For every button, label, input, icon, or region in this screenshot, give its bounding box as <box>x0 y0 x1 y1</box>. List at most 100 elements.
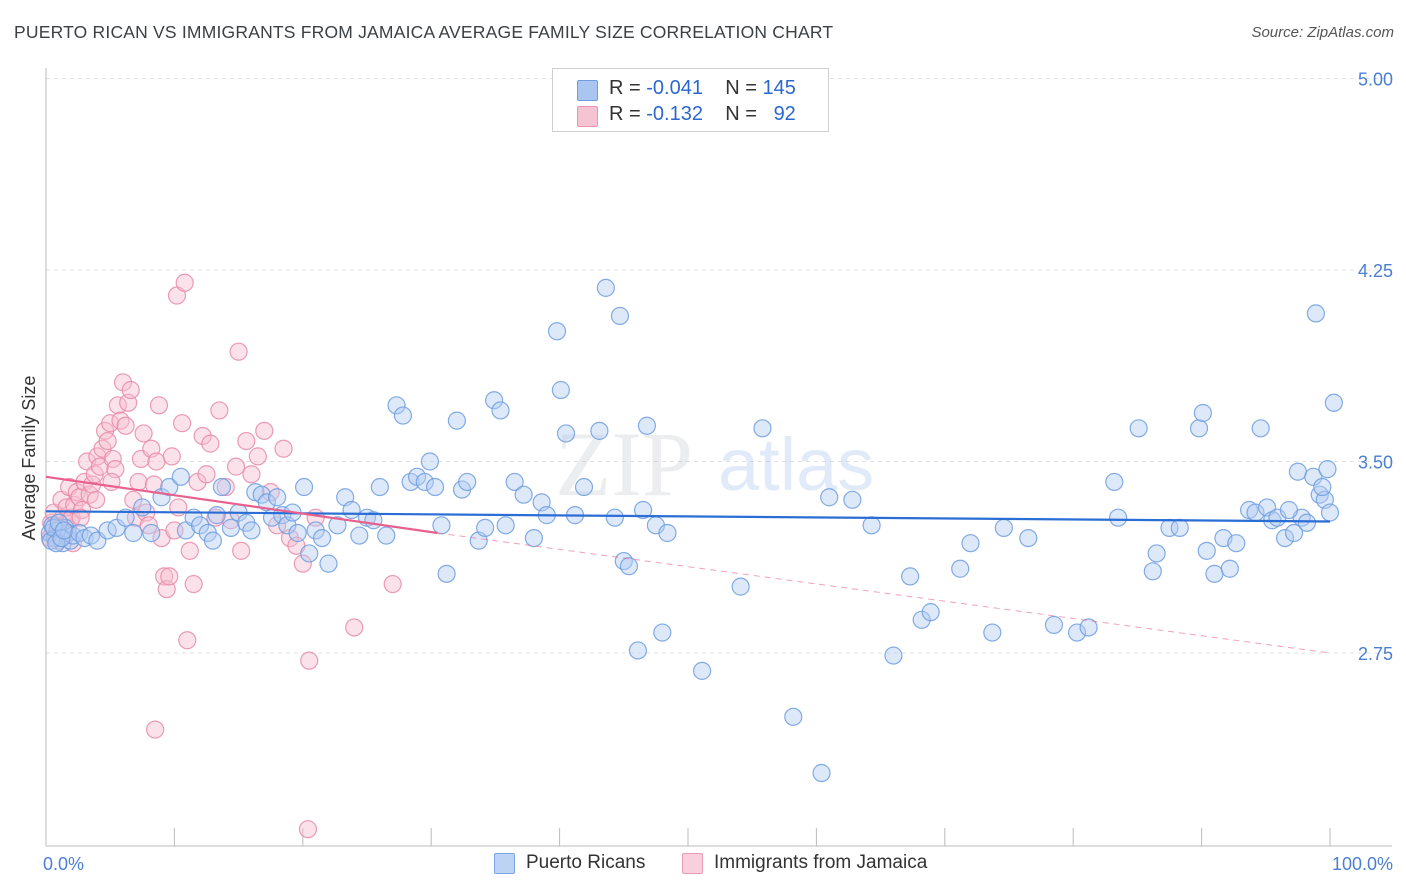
puerto-rican-point <box>1324 393 1343 412</box>
jamaica-point <box>129 472 148 492</box>
puerto-rican-point <box>447 411 466 430</box>
puerto-rican-point <box>1197 541 1216 560</box>
legend-n-label: N = <box>725 77 757 99</box>
puerto-rican-point <box>951 559 970 578</box>
puerto-rican-point <box>653 623 672 642</box>
puerto-rican-point <box>133 498 152 517</box>
puerto-rican-point <box>437 564 456 583</box>
puerto-rican-point <box>485 391 504 410</box>
puerto-rican-point <box>1105 472 1124 492</box>
puerto-rican-point <box>983 623 1002 642</box>
jamaica-point <box>255 421 274 440</box>
puerto-rican-point <box>731 577 750 596</box>
puerto-rican-point <box>203 531 223 550</box>
puerto-rican-point <box>753 419 772 438</box>
trend-line-puerto-ricans <box>45 510 1331 523</box>
puerto-rican-point <box>70 523 89 543</box>
puerto-rican-point <box>820 488 839 507</box>
puerto-rican-point <box>1079 618 1098 637</box>
puerto-rican-point <box>1318 460 1337 479</box>
source-label: Source: ZipAtlas.com <box>1251 24 1394 41</box>
y-tick-labels: 2.75 3.50 4.25 5.00 <box>1358 70 1393 665</box>
jamaica-point <box>210 401 229 420</box>
legend-n-label: N = <box>725 103 757 125</box>
puerto-rican-point <box>420 452 440 471</box>
puerto-rican-point <box>1044 615 1064 635</box>
puerto-rican-point <box>921 603 940 622</box>
puerto-rican-point <box>693 661 712 680</box>
jamaica-point <box>232 541 251 560</box>
y-tick-label-0: 2.75 <box>1358 644 1393 664</box>
puerto-rican-point <box>425 477 445 497</box>
puerto-rican-point <box>884 646 903 665</box>
jamaica-point <box>147 452 166 471</box>
jamaica-point <box>383 574 402 594</box>
jamaica-point <box>72 500 92 520</box>
jamaica-point <box>184 574 203 594</box>
legend-n-value-pink: 92 <box>773 103 796 125</box>
puerto-rican-point <box>1284 523 1304 543</box>
puerto-rican-point <box>458 472 477 492</box>
jamaica-point <box>180 541 199 560</box>
y-axis-title: Average Family Size <box>19 376 39 541</box>
x-tick-label-max: 100.0% <box>1332 854 1393 874</box>
puerto-rican-point <box>350 526 369 545</box>
jamaica-point <box>178 631 197 650</box>
legend-n-value-blue: 145 <box>762 77 796 99</box>
jamaica-point <box>345 618 364 637</box>
bottom-legend-label-pink: Immigrants from Jamaica <box>714 852 928 873</box>
trend-line-jamaica-extrapolated <box>437 532 1331 654</box>
grid-lines <box>46 78 1392 654</box>
puerto-rican-point <box>658 523 677 543</box>
puerto-rican-point <box>116 508 135 527</box>
puerto-rican-point <box>901 567 920 586</box>
puerto-rican-point <box>1306 304 1325 323</box>
jamaica-point <box>149 396 169 415</box>
puerto-rican-point <box>524 528 544 548</box>
jamaica-point <box>201 434 220 453</box>
jamaica-point <box>98 431 117 451</box>
puerto-rican-point <box>1189 419 1209 438</box>
puerto-rican-point <box>633 500 653 520</box>
puerto-rican-point <box>637 416 657 435</box>
puerto-rican-point <box>171 467 190 486</box>
puerto-rican-point <box>1109 508 1128 527</box>
jamaica-point <box>197 465 216 484</box>
puerto-rican-point <box>628 641 648 660</box>
puerto-rican-point <box>812 763 831 783</box>
jamaica-point <box>86 490 106 509</box>
series-puerto-rican-points <box>40 278 1343 783</box>
x-tick-label-min: 0.0% <box>43 854 84 874</box>
puerto-rican-point <box>476 518 495 537</box>
puerto-rican-point <box>843 490 862 509</box>
jamaica-point <box>71 508 90 527</box>
puerto-rican-point <box>1251 419 1270 438</box>
puerto-rican-point <box>268 488 287 507</box>
puerto-rican-point <box>1193 403 1212 423</box>
jamaica-point <box>162 447 181 466</box>
jamaica-point <box>146 720 165 739</box>
jamaica-point <box>175 273 194 292</box>
trend-lines <box>45 475 1331 654</box>
puerto-rican-point <box>551 380 570 400</box>
puerto-rican-point <box>107 518 126 537</box>
puerto-rican-point <box>221 518 240 537</box>
x-tick-labels: 0.0% 100.0% <box>43 854 1393 874</box>
puerto-rican-point <box>319 554 338 573</box>
jamaica-point <box>298 820 318 839</box>
y-tick-label-2: 4.25 <box>1358 261 1393 281</box>
bottom-legend-swatch-blue <box>494 853 515 874</box>
puerto-rican-point <box>1019 528 1038 548</box>
jamaica-point <box>111 411 130 430</box>
puerto-rican-point <box>1313 477 1332 497</box>
jamaica-point <box>173 414 192 433</box>
legend-r-value-pink: -0.132 <box>646 103 703 125</box>
puerto-rican-point <box>342 500 361 520</box>
puerto-rican-point <box>862 516 881 535</box>
axes <box>45 68 1392 847</box>
puerto-rican-point <box>328 516 347 535</box>
puerto-rican-point <box>54 521 74 540</box>
puerto-rican-point <box>124 523 143 543</box>
puerto-rican-point <box>1129 419 1148 438</box>
